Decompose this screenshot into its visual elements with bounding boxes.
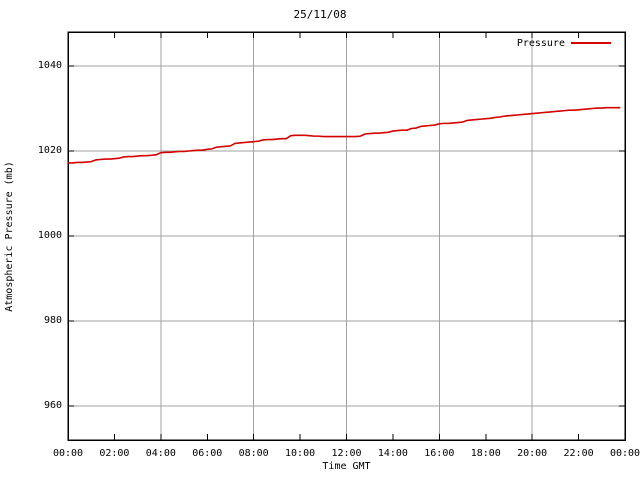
y-tick-label: 960: [43, 400, 62, 411]
x-tick-label: 08:00: [238, 448, 269, 459]
legend-entry-pressure-label: Pressure: [516, 37, 565, 49]
x-tick-label: 04:00: [145, 448, 176, 459]
chart-legend: Pressure: [489, 33, 619, 53]
legend-entry-pressure-swatch: [571, 42, 611, 44]
x-tick-label: 12:00: [331, 448, 362, 459]
x-tick-label: 10:00: [285, 448, 316, 459]
x-tick-label: 20:00: [517, 448, 548, 459]
y-tick-label: 980: [43, 315, 62, 326]
x-tick-label: 00:00: [609, 448, 640, 459]
x-tick-label: 14:00: [377, 448, 408, 459]
chart-title: 25/11/08: [293, 8, 347, 21]
x-tick-label: 16:00: [424, 448, 455, 459]
x-tick-label: 18:00: [470, 448, 501, 459]
y-tick-label: 1000: [37, 230, 62, 241]
x-tick-label: 06:00: [192, 448, 223, 459]
y-tick-label: 1040: [37, 60, 62, 71]
x-tick-label: 00:00: [52, 448, 84, 459]
x-axis-label: Time GMT: [322, 461, 371, 472]
y-tick-label: 1020: [37, 145, 62, 156]
x-tick-label: 22:00: [563, 448, 594, 459]
x-tick-label: 02:00: [99, 448, 130, 459]
